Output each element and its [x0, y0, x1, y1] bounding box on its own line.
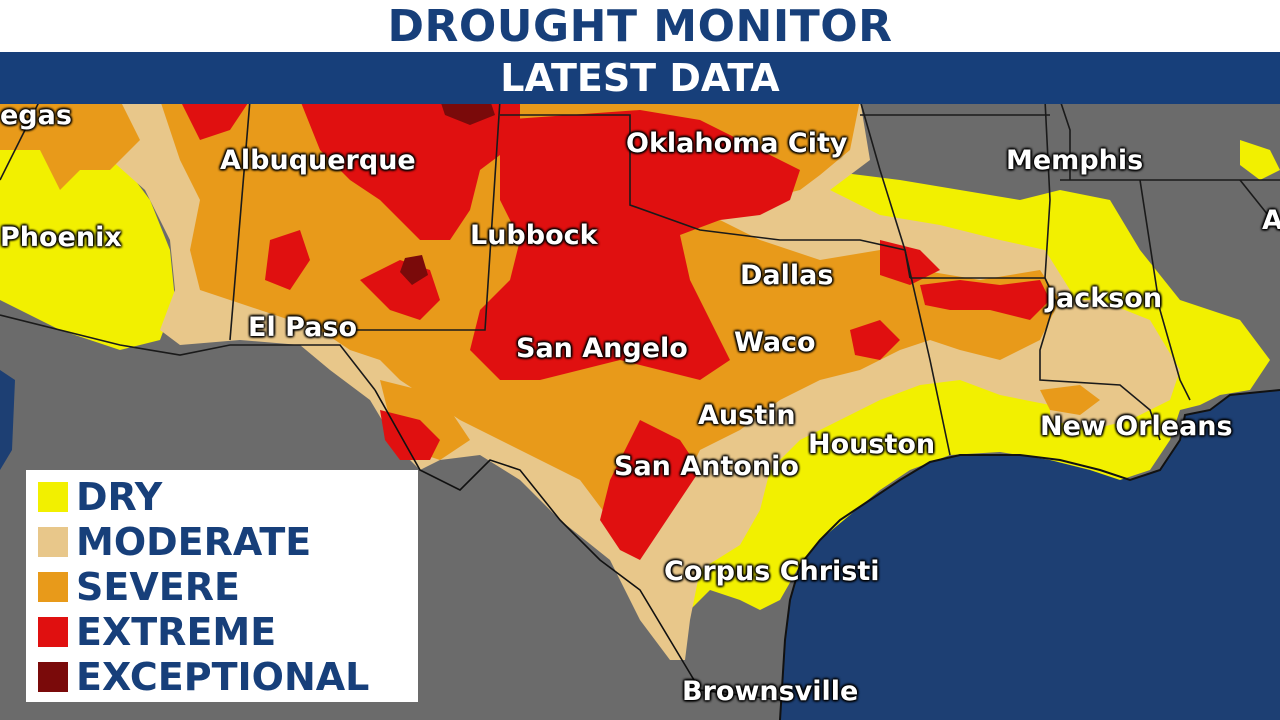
city-label-waco: Waco — [734, 327, 816, 358]
city-label-jackson: Jackson — [1046, 283, 1163, 314]
legend-swatch-dry — [38, 482, 68, 512]
city-label-houston: Houston — [808, 429, 936, 460]
legend: DRY MODERATE SEVERE EXTREME EXCEPTIONAL — [26, 470, 418, 702]
pacific-water — [0, 370, 15, 470]
city-label-san-angelo: San Angelo — [516, 333, 688, 364]
city-label-new-orleans: New Orleans — [1040, 411, 1233, 442]
title-bar: DROUGHT MONITOR — [0, 0, 1280, 52]
state-borders — [0, 99, 1280, 456]
legend-label-dry: DRY — [76, 475, 163, 519]
city-label-memphis: Memphis — [1006, 145, 1144, 176]
city-label-cut-off: A — [1262, 205, 1280, 236]
city-label-las-vegas: egas — [0, 100, 72, 131]
legend-item-dry: DRY — [26, 474, 418, 519]
city-label-austin: Austin — [698, 400, 796, 431]
legend-swatch-moderate — [38, 527, 68, 557]
subtitle-bar: LATEST DATA — [0, 52, 1280, 104]
city-label-san-antonio: San Antonio — [614, 451, 799, 482]
legend-swatch-exceptional — [38, 662, 68, 692]
city-label-lubbock: Lubbock — [470, 220, 598, 251]
city-label-corpus-christi: Corpus Christi — [664, 556, 880, 587]
city-label-oklahoma-city: Oklahoma City — [626, 128, 848, 159]
legend-swatch-extreme — [38, 617, 68, 647]
legend-item-moderate: MODERATE — [26, 519, 418, 564]
legend-label-extreme: EXTREME — [76, 610, 277, 654]
page-subtitle: LATEST DATA — [500, 56, 780, 100]
legend-label-severe: SEVERE — [76, 565, 240, 609]
zone-extreme — [180, 100, 1050, 560]
coastline — [779, 389, 1280, 720]
zone-dry — [0, 140, 1280, 660]
city-label-phoenix: Phoenix — [0, 222, 122, 253]
legend-swatch-severe — [38, 572, 68, 602]
legend-item-extreme: EXTREME — [26, 609, 418, 654]
legend-item-exceptional: EXCEPTIONAL — [26, 654, 418, 699]
legend-label-moderate: MODERATE — [76, 520, 312, 564]
page-title: DROUGHT MONITOR — [387, 1, 893, 52]
city-label-albuquerque: Albuquerque — [220, 145, 416, 176]
mexico-border — [374, 389, 781, 701]
legend-label-exceptional: EXCEPTIONAL — [76, 655, 370, 699]
city-label-brownsville: Brownsville — [682, 676, 859, 707]
zone-exceptional — [400, 100, 495, 285]
city-label-el-paso: El Paso — [248, 312, 358, 343]
city-label-dallas: Dallas — [740, 260, 834, 291]
legend-item-severe: SEVERE — [26, 564, 418, 609]
